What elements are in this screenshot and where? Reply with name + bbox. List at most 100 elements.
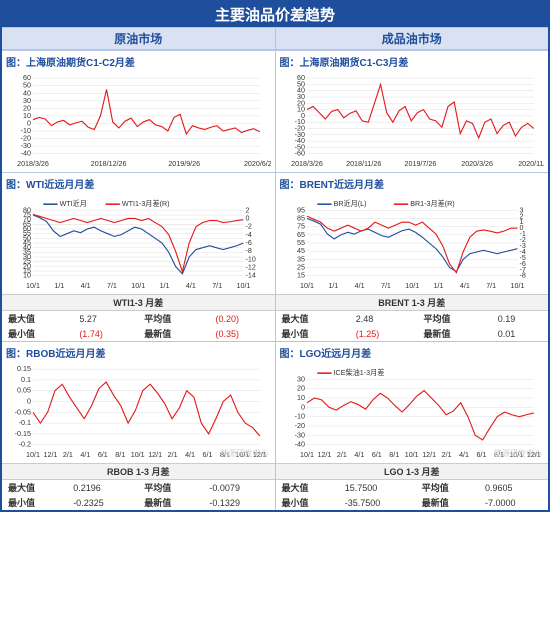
stats-header: WTI1-3 月差 — [2, 295, 275, 311]
svg-text:4/1: 4/1 — [80, 451, 90, 459]
svg-text:45: 45 — [297, 247, 305, 255]
stats-table: BRENT 1-3 月差 最大值 2.48 平均值 0.19 最小值 (1.25… — [276, 294, 549, 341]
stat-value: -0.0079 — [203, 480, 274, 496]
svg-text:4/1: 4/1 — [186, 282, 196, 290]
svg-text:0: 0 — [27, 119, 31, 127]
svg-text:BR1-3月差(R): BR1-3月差(R) — [410, 199, 454, 208]
svg-text:-40: -40 — [294, 441, 304, 449]
subheader-left: 原油市场 — [2, 27, 275, 50]
svg-text:10/1: 10/1 — [131, 282, 145, 290]
panel-cell: 图：BRENT近远月月差152535455565758595-8-7-6-5-4… — [275, 173, 549, 341]
chart-box: 101520253035404550556065707580-14-12-10-… — [2, 194, 275, 294]
chart-svg: -40-30-20-10010203010/112/12/14/16/18/11… — [280, 365, 545, 459]
panel-row: 图：WTI近远月月差101520253035404550556065707580… — [2, 172, 548, 341]
svg-text:-10: -10 — [294, 413, 304, 421]
svg-text:10/1: 10/1 — [510, 282, 524, 290]
svg-text:65: 65 — [297, 231, 305, 239]
stat-value: -35.7500 — [339, 495, 416, 510]
stat-label: 最新值 — [138, 326, 209, 341]
svg-text:30: 30 — [297, 375, 305, 383]
chart-svg: -60-50-40-30-20-1001020304050602018/3/26… — [280, 74, 545, 168]
svg-text:80: 80 — [23, 206, 31, 214]
svg-text:10/1: 10/1 — [26, 451, 40, 459]
chart-box: 152535455565758595-8-7-6-5-4-3-2-1012310… — [276, 194, 549, 294]
svg-text:2018/12/26: 2018/12/26 — [91, 160, 127, 168]
svg-text:25: 25 — [297, 264, 305, 272]
svg-text:7/1: 7/1 — [107, 282, 117, 290]
stat-value: 5.27 — [73, 311, 138, 327]
stat-label: 最大值 — [276, 480, 339, 496]
svg-text:-20: -20 — [21, 135, 31, 143]
stat-value: -0.1329 — [203, 495, 274, 510]
svg-text:10/1: 10/1 — [237, 282, 251, 290]
svg-text:-2: -2 — [246, 223, 252, 231]
main-title: 主要油品价差趋势 — [2, 2, 548, 27]
svg-text:10/1: 10/1 — [26, 282, 40, 290]
stat-label: 最大值 — [2, 480, 67, 496]
svg-text:-0.2: -0.2 — [19, 441, 31, 449]
svg-text:10/1: 10/1 — [300, 451, 314, 459]
svg-text:-0.05: -0.05 — [15, 408, 31, 416]
svg-text:8/1: 8/1 — [389, 451, 399, 459]
svg-text:-20: -20 — [294, 422, 304, 430]
svg-text:2018/3/26: 2018/3/26 — [291, 160, 323, 168]
svg-text:1/1: 1/1 — [160, 282, 170, 290]
stat-label: 最小值 — [2, 495, 67, 510]
svg-text:30: 30 — [23, 97, 31, 105]
svg-text:1/1: 1/1 — [433, 282, 443, 290]
svg-text:2019/9/26: 2019/9/26 — [168, 160, 200, 168]
stats-header: RBOB 1-3 月差 — [2, 464, 275, 480]
chart-box: -0.2-0.15-0.1-0.0500.050.10.1510/112/12/… — [2, 363, 275, 463]
panel-cell: 图：上海原油期货C1-C2月差-40-30-20-100102030405060… — [2, 51, 275, 172]
svg-text:7/1: 7/1 — [486, 282, 496, 290]
svg-text:4/1: 4/1 — [354, 451, 364, 459]
svg-text:4/1: 4/1 — [354, 282, 364, 290]
svg-text:10/1: 10/1 — [404, 451, 418, 459]
svg-text:10/1: 10/1 — [131, 451, 145, 459]
svg-text:35: 35 — [297, 255, 305, 263]
stat-value: 15.7500 — [339, 480, 416, 496]
chart-box: -40-30-20-10010203010/112/12/14/16/18/11… — [276, 363, 549, 463]
panel-row: 图：RBOB近远月月差-0.2-0.15-0.1-0.0500.050.10.1… — [2, 341, 548, 510]
svg-text:0: 0 — [246, 215, 250, 223]
chart-box: -60-50-40-30-20-1001020304050602018/3/26… — [276, 72, 549, 172]
chart-title: 图：LGO近远月月差 — [276, 342, 549, 363]
stat-label: 最大值 — [276, 311, 350, 327]
svg-text:BR近月(L): BR近月(L) — [333, 199, 366, 208]
stat-label: 最新值 — [417, 326, 491, 341]
svg-text:85: 85 — [297, 215, 305, 223]
stat-label: 最小值 — [276, 495, 339, 510]
chart-svg: 152535455565758595-8-7-6-5-4-3-2-1012310… — [280, 196, 545, 290]
panel-cell: 图：WTI近远月月差101520253035404550556065707580… — [2, 173, 275, 341]
chart-title: 图：上海原油期货C1-C2月差 — [2, 51, 275, 72]
svg-text:20: 20 — [297, 385, 305, 393]
svg-text:2020/3/26: 2020/3/26 — [461, 160, 493, 168]
svg-text:7/1: 7/1 — [380, 282, 390, 290]
svg-text:4/1: 4/1 — [185, 451, 195, 459]
chart-title: 图：BRENT近远月月差 — [276, 173, 549, 194]
svg-text:0: 0 — [27, 398, 31, 406]
series-line — [33, 215, 243, 274]
svg-text:60: 60 — [23, 74, 31, 82]
stats-table: WTI1-3 月差 最大值 5.27 平均值 (0.20) 最小值 (1.74)… — [2, 294, 275, 341]
stat-value: 0.2196 — [67, 480, 138, 496]
chart-svg: -40-30-20-1001020304050602018/3/262018/1… — [6, 74, 271, 168]
stat-value: (0.35) — [210, 326, 275, 341]
stat-label: 平均值 — [138, 480, 203, 496]
series-line — [33, 382, 260, 436]
svg-text:10/1: 10/1 — [235, 451, 249, 459]
stats-header: BRENT 1-3 月差 — [276, 295, 549, 311]
svg-text:-14: -14 — [246, 272, 256, 280]
svg-text:-12: -12 — [246, 264, 256, 272]
chart-svg: -0.2-0.15-0.1-0.0500.050.10.1510/112/12/… — [6, 365, 271, 459]
svg-text:2/1: 2/1 — [441, 451, 451, 459]
svg-text:12/1: 12/1 — [422, 451, 436, 459]
svg-text:60: 60 — [297, 74, 305, 82]
svg-text:2020/11/1: 2020/11/1 — [518, 160, 544, 168]
svg-text:WTI1-3月差(R): WTI1-3月差(R) — [122, 199, 170, 208]
svg-text:7/1: 7/1 — [212, 282, 222, 290]
svg-text:0.05: 0.05 — [17, 387, 31, 395]
stats-table: LGO 1-3 月差 最大值 15.7500 平均值 0.9605 最小值 -3… — [276, 463, 549, 510]
svg-text:6/1: 6/1 — [203, 451, 213, 459]
chart-box: -40-30-20-1001020304050602018/3/262018/1… — [2, 72, 275, 172]
